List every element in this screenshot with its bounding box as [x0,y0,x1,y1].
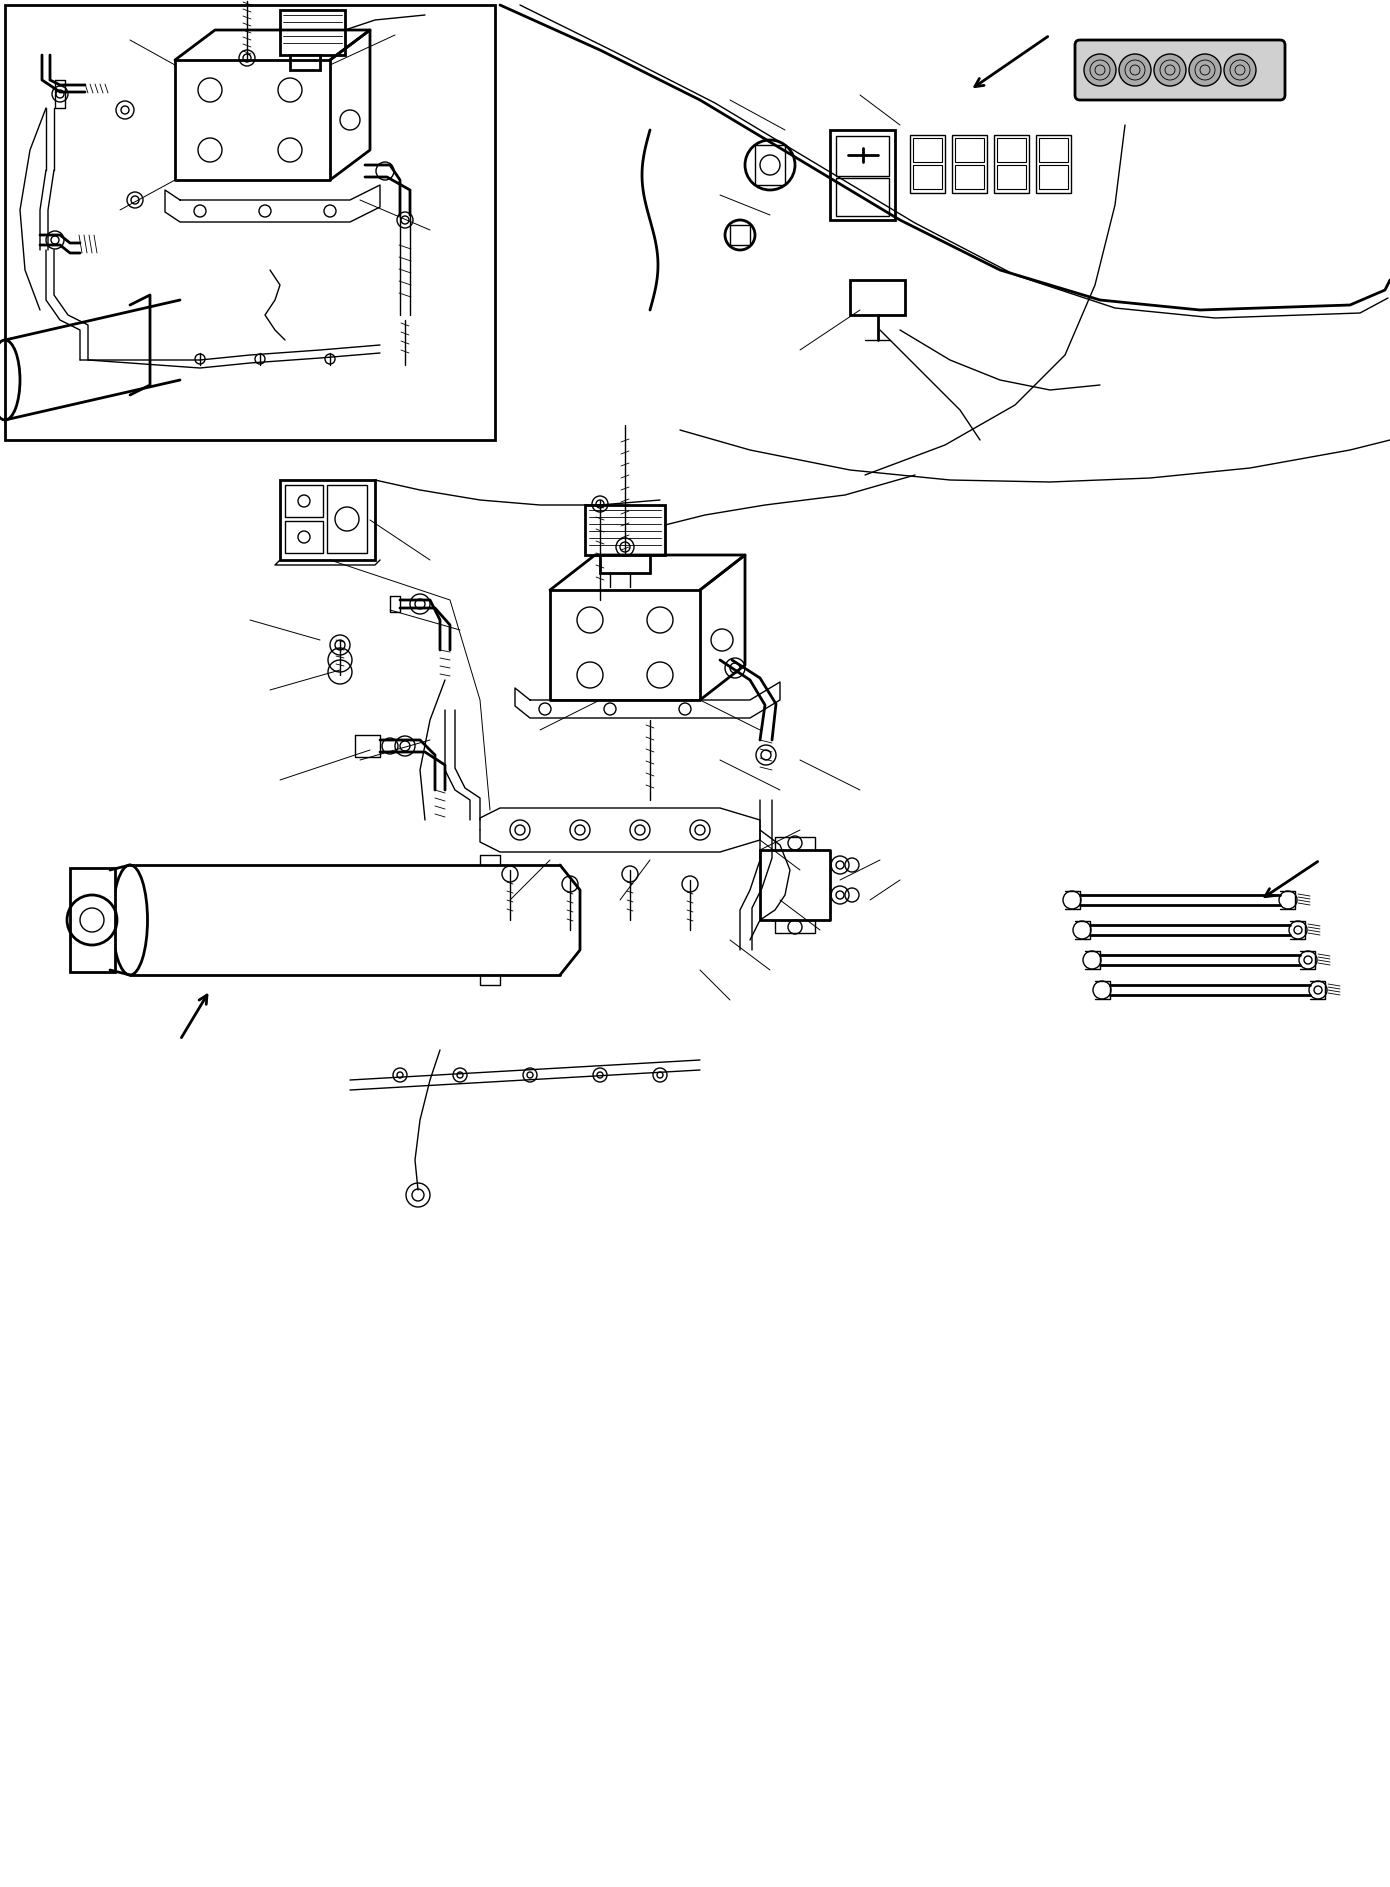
Bar [6,6,495,440]
Bar [952,136,987,192]
Bar [955,164,984,189]
Bar [835,177,890,215]
Bar [913,164,942,189]
Circle shape [1154,55,1186,87]
Circle shape [1188,55,1220,87]
Bar [997,164,1026,189]
Bar [851,279,905,315]
Circle shape [1119,55,1151,87]
Bar [830,130,895,221]
Circle shape [1225,55,1257,87]
Bar [730,225,751,245]
Bar [291,55,320,70]
Bar [600,555,651,574]
Bar [755,145,785,185]
Bar [70,868,115,972]
Bar [585,506,664,555]
Bar [279,479,375,560]
Bar [279,9,345,55]
Bar [835,136,890,175]
Bar [285,485,322,517]
Bar [994,136,1029,192]
Bar [1036,136,1072,192]
Bar [285,521,322,553]
Bar [913,138,942,162]
Bar [1038,138,1068,162]
Bar [955,138,984,162]
Bar [997,138,1026,162]
Bar [327,485,367,553]
Bar [910,136,945,192]
Circle shape [1084,55,1116,87]
FancyBboxPatch shape [1074,40,1284,100]
Bar [1038,164,1068,189]
